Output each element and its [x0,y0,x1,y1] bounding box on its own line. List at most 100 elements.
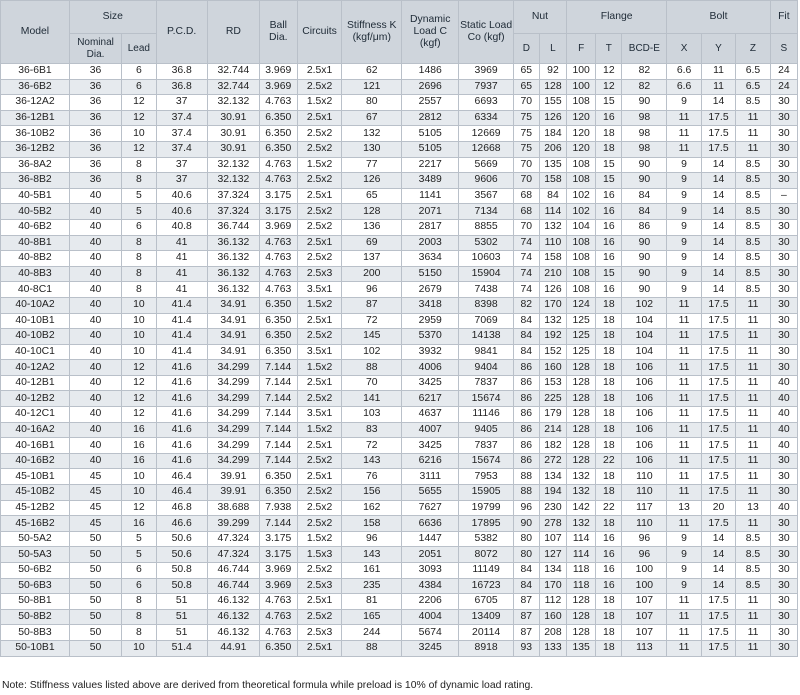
cell-bolt-z: 11 [735,125,771,142]
cell-static-load: 15674 [458,452,514,470]
table-row: 50-6B2 50 6 50.8 46.744 3.969 2.5x2 161 3093 1114… [0,562,799,579]
cell-flange-bcd: 86 [621,218,668,236]
cell-pcd: 41.6 [155,374,208,392]
cell-flange-f: 100 [566,78,597,96]
cell-stiffness: 70 [341,374,403,392]
cell-static-load: 5302 [458,234,514,252]
cell-flange-bcd: 113 [621,639,668,657]
table-body: 36-6B1 36 6 36.8 32.744 3.969 2.5x1 62 1486 3969 6… [0,63,799,657]
header-ball-dia: Ball Dia. [258,0,298,64]
cell-nominal-dia: 40 [68,359,123,376]
cell-nominal-dia: 40 [68,406,123,423]
cell-flange-bcd: 96 [621,530,668,548]
cell-rd: 32.132 [206,172,260,189]
cell-static-load: 7134 [458,203,514,220]
cell-flange-t: 16 [595,109,623,127]
cell-flange-bcd: 90 [621,172,668,189]
cell-model: 40-10A2 [0,296,70,314]
cell-ball-dia: 6.350 [258,343,298,361]
cell-nominal-dia: 40 [68,265,123,283]
cell-bolt-x: 9 [666,94,702,111]
cell-model: 40-12B1 [0,374,70,392]
cell-bolt-x: 9 [666,281,702,298]
cell-flange-f: 104 [566,218,597,236]
cell-bolt-x: 9 [666,250,702,267]
cell-nut-d: 80 [512,546,540,563]
cell-nut-l: 158 [538,250,568,267]
cell-lead: 6 [121,577,157,595]
cell-pcd: 46.4 [155,484,208,501]
cell-nut-l: 132 [538,312,568,330]
cell-flange-f: 120 [566,109,597,127]
cell-model: 40-12C1 [0,406,70,423]
cell-flange-f: 100 [566,63,597,80]
cell-nominal-dia: 50 [68,624,123,641]
cell-stiffness: 130 [341,140,403,158]
cell-flange-bcd: 106 [621,406,668,423]
cell-pcd: 40.8 [155,218,208,236]
cell-pcd: 46.4 [155,468,208,486]
cell-lead: 6 [121,78,157,96]
cell-lead: 16 [121,515,157,532]
cell-rd: 47.324 [206,530,260,548]
cell-lead: 5 [121,187,157,205]
cell-pcd: 46.6 [155,515,208,532]
cell-pcd: 37 [155,156,208,174]
cell-nut-d: 75 [512,140,540,158]
cell-circuits: 2.5x2 [296,218,343,236]
cell-nominal-dia: 40 [68,390,123,408]
cell-nut-l: 134 [538,468,568,486]
cell-lead: 5 [121,530,157,548]
table-row: 40-10B2 40 10 41.4 34.91 6.350 2.5x2 145 5370 141… [0,328,799,345]
cell-flange-f: 128 [566,374,597,392]
cell-fit-s: 30 [769,359,799,376]
table-row: 50-5A2 50 5 50.6 47.324 3.175 1.5x2 96 1447 5382 8… [0,530,799,548]
cell-model: 40-5B1 [0,187,70,205]
cell-ball-dia: 4.763 [258,234,298,252]
cell-stiffness: 77 [341,156,403,174]
cell-stiffness: 132 [341,125,403,142]
cell-flange-bcd: 98 [621,140,668,158]
cell-model: 45-10B2 [0,484,70,501]
cell-fit-s: 30 [769,94,799,111]
cell-fit-s: 24 [769,63,799,80]
cell-dynamic-load: 6217 [401,390,460,408]
cell-flange-f: 114 [566,530,597,548]
cell-nut-d: 65 [512,78,540,96]
header-nominal-dia: Nominal Dia. [68,33,123,64]
cell-dynamic-load: 3111 [401,468,460,486]
cell-flange-bcd: 84 [621,187,668,205]
cell-static-load: 6705 [458,593,514,610]
cell-stiffness: 96 [341,281,403,298]
cell-bolt-z: 11 [735,140,771,158]
header-bolt: Bolt [666,0,771,34]
cell-lead: 16 [121,437,157,454]
cell-bolt-y: 14 [700,234,737,252]
cell-pcd: 41.4 [155,296,208,314]
cell-nominal-dia: 40 [68,312,123,330]
cell-nut-l: 127 [538,546,568,563]
cell-circuits: 2.5x2 [296,140,343,158]
cell-bolt-z: 11 [735,374,771,392]
cell-dynamic-load: 6636 [401,515,460,532]
footnote: Note: Stiffness values listed above are … [2,680,534,691]
cell-flange-f: 124 [566,296,597,314]
cell-flange-bcd: 98 [621,125,668,142]
cell-flange-bcd: 106 [621,421,668,439]
cell-bolt-x: 11 [666,312,702,330]
table-header: Model Size P.C.D. RD Ball Dia. Circuits … [0,0,799,64]
cell-ball-dia: 6.350 [258,468,298,486]
cell-pcd: 50.8 [155,577,208,595]
cell-ball-dia: 4.763 [258,250,298,267]
cell-flange-bcd: 104 [621,328,668,345]
cell-fit-s: 30 [769,530,799,548]
cell-nut-d: 75 [512,109,540,127]
cell-dynamic-load: 1486 [401,63,460,80]
cell-nominal-dia: 50 [68,608,123,626]
cell-nominal-dia: 50 [68,562,123,579]
cell-bolt-x: 11 [666,452,702,470]
cell-flange-f: 135 [566,639,597,657]
cell-bolt-z: 11 [735,421,771,439]
cell-dynamic-load: 2206 [401,593,460,610]
